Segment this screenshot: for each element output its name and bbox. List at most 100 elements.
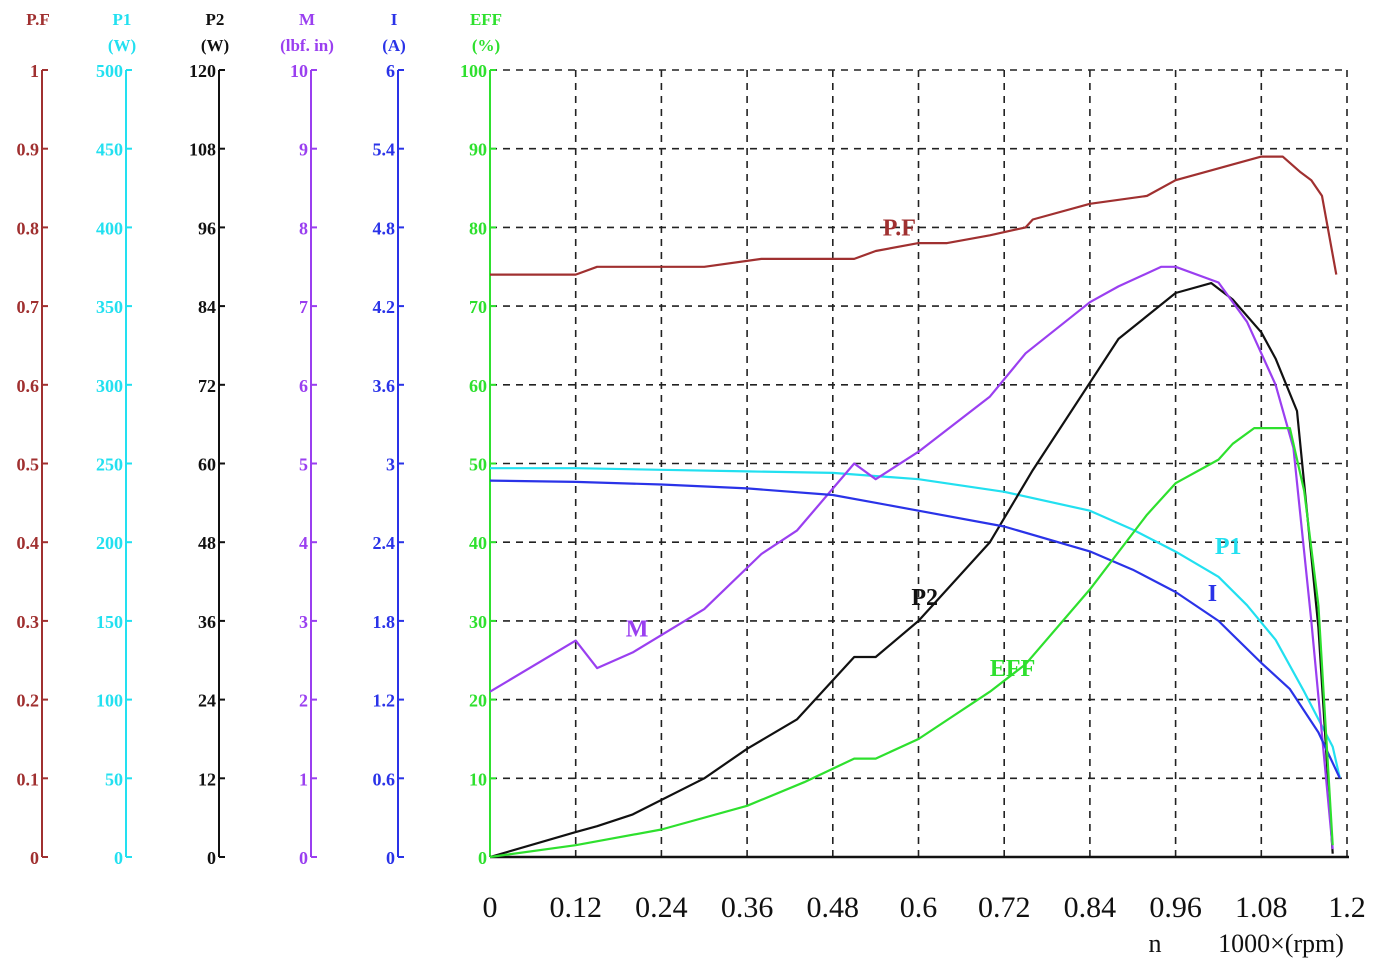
- x-tick-label: 0.12: [549, 891, 602, 924]
- y-tick-label: 6: [299, 376, 308, 396]
- y-tick-label: 6: [386, 61, 395, 81]
- y-tick-label: 90: [469, 140, 487, 160]
- y-tick-label: 100: [460, 61, 487, 81]
- y-tick-label: 0.2: [17, 691, 40, 711]
- y-tick-label: 70: [469, 297, 487, 317]
- y-tick-label: 0.9: [17, 140, 40, 160]
- y-tick-label: 12: [198, 769, 216, 789]
- curve-label: M: [626, 617, 649, 643]
- y-tick-label: 3: [386, 455, 395, 475]
- y-axis-title: I: [391, 10, 398, 29]
- y-tick-label: 0.1: [17, 769, 40, 789]
- curve-label: I: [1208, 581, 1217, 607]
- y-tick-label: 30: [469, 612, 487, 632]
- y-axis-title: P.F: [26, 10, 49, 29]
- y-axes: 00.10.20.30.40.50.60.70.80.91P.F05010015…: [17, 10, 503, 868]
- y-tick-label: 200: [96, 533, 123, 553]
- series-line-pf: [490, 155, 1338, 276]
- y-tick-label: 0: [299, 848, 308, 868]
- y-tick-label: 400: [96, 218, 123, 238]
- y-tick-label: 50: [105, 769, 123, 789]
- y-tick-label: 96: [198, 218, 216, 238]
- y-tick-label: 120: [189, 61, 216, 81]
- y-tick-label: 0: [207, 848, 216, 868]
- y-axis-unit: (W): [108, 36, 136, 55]
- y-tick-label: 7: [299, 297, 308, 317]
- y-tick-label: 0.3: [17, 612, 40, 632]
- x-tick-label: 0.6: [900, 891, 938, 924]
- y-tick-label: 0: [114, 848, 123, 868]
- y-tick-label: 8: [299, 218, 308, 238]
- series-line-eff: [489, 427, 1334, 859]
- series-line-m: [489, 265, 1334, 850]
- y-tick-label: 300: [96, 376, 123, 396]
- x-tick-label: 0.24: [635, 891, 688, 924]
- y-tick-label: 9: [299, 140, 308, 160]
- y-tick-label: 0: [478, 848, 487, 868]
- y-tick-label: 1.2: [373, 691, 396, 711]
- y-axis-p1: 0 50 100 150 200 250 300 350 400 450 500 P1 (W): [96, 10, 136, 868]
- y-tick-label: 108: [189, 140, 216, 160]
- x-axis: 0 0.12 0.24 0.36 0.48 0.6 0.72 0.84 0.96 1.08 1.2 n…: [483, 855, 1366, 958]
- y-axis-unit: (lbf. in): [280, 36, 334, 55]
- x-tick-label: 0.48: [807, 891, 860, 924]
- curve-labels: P.F P1 P2 M I EFF: [626, 215, 1242, 682]
- series-line-p1: [490, 467, 1341, 779]
- x-tick-label: 0.72: [978, 891, 1031, 924]
- y-tick-label: 0.8: [17, 218, 40, 238]
- y-tick-label: 0: [30, 848, 39, 868]
- y-tick-label: 1: [299, 769, 308, 789]
- y-tick-label: 84: [198, 297, 216, 317]
- y-axis-title: EFF: [470, 10, 502, 29]
- y-axis-unit: (%): [472, 36, 500, 55]
- x-tick-label: 0.96: [1149, 891, 1202, 924]
- y-tick-label: 0.7: [17, 297, 40, 317]
- y-tick-label: 150: [96, 612, 123, 632]
- y-axis-eff: 0 10 20 30 40 50 60 70 80 90 100 EFF (%): [460, 10, 502, 868]
- y-tick-label: 5: [299, 455, 308, 475]
- y-axis-title: P2: [206, 10, 225, 29]
- x-tick-label: 1.2: [1328, 891, 1366, 924]
- y-tick-label: 0.4: [17, 533, 40, 553]
- y-axis-pf: 0 0.1 0.2 0.3 0.4 0.5 0.6 0.7 0.8 0.9 1 P.F: [17, 10, 50, 868]
- y-tick-label: 5.4: [373, 140, 396, 160]
- y-tick-label: 2: [299, 691, 308, 711]
- x-tick-label: 1.08: [1235, 891, 1288, 924]
- y-tick-label: 50: [469, 455, 487, 475]
- y-tick-label: 60: [198, 455, 216, 475]
- y-tick-label: 1.8: [373, 612, 396, 632]
- y-tick-label: 4.2: [373, 297, 396, 317]
- y-tick-label: 48: [198, 533, 216, 553]
- curve-label: P2: [911, 585, 938, 611]
- y-axis-title: M: [299, 10, 315, 29]
- series-line-i: [489, 479, 1341, 779]
- y-axis-m: 0 1 2 3 4 5 6 7 8 9 10 M (lbf. in): [280, 10, 334, 868]
- curve-label: P1: [1215, 534, 1242, 560]
- y-tick-label: 2.4: [373, 533, 396, 553]
- y-tick-label: 4.8: [373, 218, 396, 238]
- y-axis-i: 0 0.6 1.2 1.8 2.4 3 3.6 4.2 4.8 5.4 6 I (A): [373, 10, 406, 868]
- y-axis-unit: (W): [201, 36, 229, 55]
- y-tick-label: 500: [96, 61, 123, 81]
- curve-label: EFF: [990, 656, 1035, 682]
- y-tick-label: 80: [469, 218, 487, 238]
- y-tick-label: 60: [469, 376, 487, 396]
- y-tick-label: 10: [469, 769, 487, 789]
- series-line-p2: [489, 282, 1334, 859]
- grid: [490, 69, 1348, 857]
- y-tick-label: 4: [299, 533, 308, 553]
- y-tick-label: 250: [96, 455, 123, 475]
- y-tick-label: 40: [469, 533, 487, 553]
- x-axis-title-n: n: [1149, 929, 1162, 958]
- y-tick-label: 3: [299, 612, 308, 632]
- x-tick-label: 0: [483, 891, 498, 924]
- y-axis-unit: (A): [382, 36, 406, 55]
- y-tick-label: 3.6: [373, 376, 396, 396]
- y-tick-label: 350: [96, 297, 123, 317]
- y-tick-label: 36: [198, 612, 216, 632]
- curve-label: P.F: [883, 215, 916, 241]
- y-tick-label: 20: [469, 691, 487, 711]
- y-tick-label: 100: [96, 691, 123, 711]
- y-tick-label: 10: [290, 61, 308, 81]
